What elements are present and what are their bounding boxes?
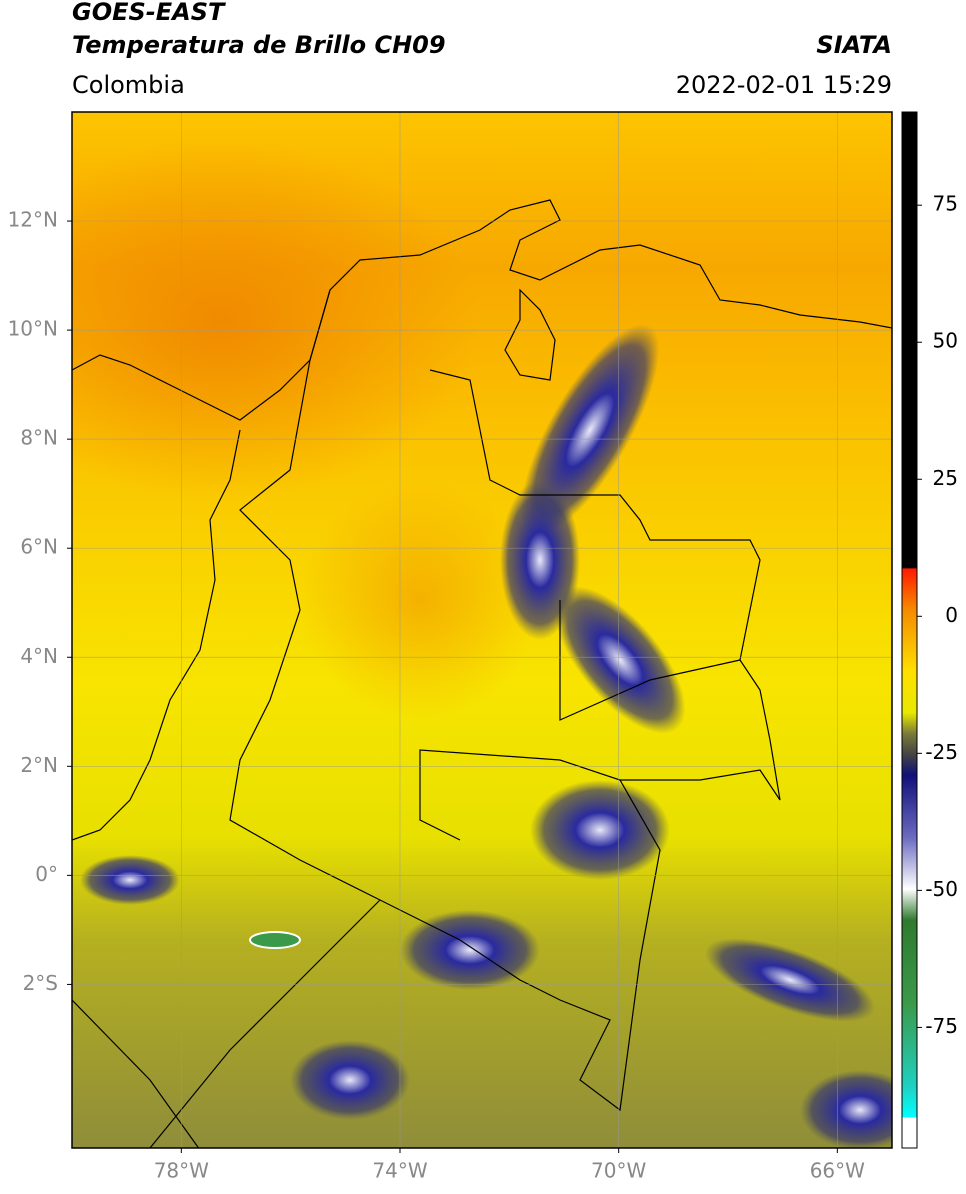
cloud [554, 586, 686, 734]
subtitle: Temperatura de Brillo CH09 [72, 31, 446, 59]
colorbar-tick-label: 75 [933, 192, 958, 216]
colorbar-tick-label: 50 [933, 329, 958, 353]
colorbar-tick-label: -75 [925, 1014, 958, 1038]
coastline [72, 429, 241, 841]
colorbar-tick-label: -25 [925, 740, 958, 764]
lon-tick-label: 70°W [591, 1159, 646, 1183]
lon-tick-label: 78°W [154, 1159, 209, 1183]
lat-tick-label: 0° [35, 862, 58, 886]
colorbar-tick-label: -50 [925, 877, 958, 901]
map-imagery [72, 112, 892, 1148]
lat-tick-label: 8°N [20, 426, 58, 450]
colorbar-tick-label: 25 [933, 466, 958, 490]
warm-area [72, 140, 480, 500]
lat-tick-label: 2°S [23, 971, 58, 995]
borders [72, 899, 381, 1148]
colorbar-tick-label: 0 [945, 603, 958, 627]
warm-area [300, 480, 540, 720]
title: GOES-EAST [72, 0, 226, 26]
lat-tick-label: 6°N [20, 535, 58, 559]
graticule [72, 112, 892, 1148]
lake-maracaibo [504, 288, 556, 381]
coastline [72, 199, 892, 421]
map-frame [71, 111, 893, 1149]
borders [229, 289, 781, 1112]
cloud [400, 910, 540, 990]
lon-tick-label: 66°W [810, 1159, 865, 1183]
lat-tick-label: 12°N [8, 208, 58, 232]
colorbar [901, 111, 918, 1149]
cloud [530, 780, 670, 880]
cloud [800, 1070, 892, 1148]
source: SIATA [816, 31, 892, 59]
lat-tick-label: 10°N [8, 317, 58, 341]
cloud [520, 324, 660, 536]
cold-top [249, 931, 301, 949]
cloud [290, 1040, 410, 1120]
lat-tick-label: 4°N [20, 644, 58, 668]
lat-tick-label: 2°N [20, 753, 58, 777]
region: Colombia [72, 71, 185, 99]
cloud [80, 855, 180, 905]
cloud [704, 938, 876, 1022]
datetime: 2022-02-01 15:29 [676, 71, 892, 99]
lon-tick-label: 74°W [372, 1159, 427, 1183]
